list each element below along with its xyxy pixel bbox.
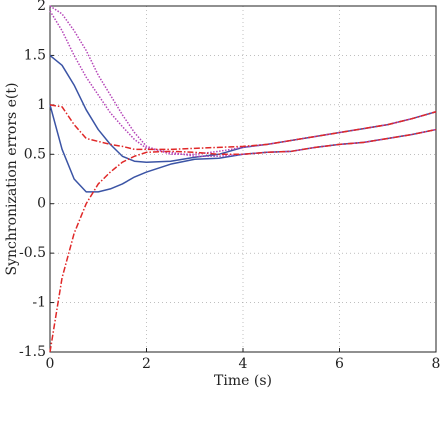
line-series <box>49 5 437 156</box>
x-tick-label: 2 <box>142 356 151 372</box>
y-axis-label: Synchronization errors e(t) <box>4 83 20 276</box>
y-tick-label: 0.5 <box>24 146 46 162</box>
y-tick-label: 1.5 <box>24 47 46 63</box>
y-tick-label: 0 <box>37 196 46 212</box>
y-tick-label: 2 <box>37 0 46 14</box>
line-series <box>49 104 437 193</box>
x-tick-label: 0 <box>46 356 55 372</box>
line-series <box>49 104 437 151</box>
x-tick-label: 6 <box>335 356 344 372</box>
y-tick-label: -1 <box>32 295 46 311</box>
x-tick-label: 4 <box>239 356 248 372</box>
plot-frame <box>49 5 437 353</box>
y-tick-label: -0.5 <box>19 245 46 261</box>
y-tick-label: 1 <box>37 97 46 113</box>
x-axis-label: Time (s) <box>214 373 272 389</box>
x-tick-label: 8 <box>432 356 441 372</box>
y-tick-label: -1.5 <box>19 344 46 360</box>
